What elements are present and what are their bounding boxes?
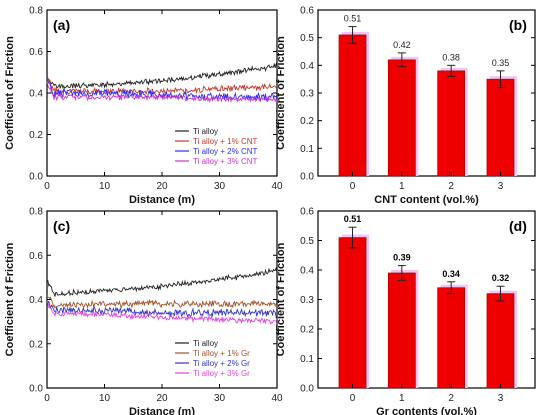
y-axis-label: Coefficient of Friction	[275, 36, 287, 150]
bar	[437, 70, 466, 177]
x-tick-label: 10	[99, 393, 111, 404]
x-tick-label: 2	[448, 181, 454, 192]
series-line-1	[46, 62, 278, 90]
series-line-3	[46, 299, 278, 319]
panel-label: (d)	[509, 218, 527, 234]
data-label: 0.38	[442, 52, 460, 62]
x-tick-label: 0	[44, 181, 50, 192]
series-line-3	[46, 77, 278, 103]
panel-d: 0.0 0.1 0.2 0.3 0.4 0.5 0.6 Coefficient of Fric…	[275, 207, 536, 415]
data-label: 0.35	[492, 58, 510, 68]
legend-label: Ti alloy + 2% CNT	[193, 147, 258, 156]
x-tick-label: 30	[214, 181, 226, 192]
legend-label: Ti alloy	[193, 339, 218, 348]
y-axis-label: Coefficient of Friction	[4, 36, 16, 150]
x-tick-label: 20	[156, 393, 168, 404]
legend-label: Ti alloy + 3% CNT	[193, 157, 258, 166]
data-label: 0.39	[393, 253, 411, 263]
series-line-4	[46, 301, 278, 325]
y-tick-label: 0.0	[29, 172, 43, 183]
data-label: 0.51	[344, 14, 362, 24]
data-label: 0.42	[393, 40, 411, 50]
y-tick-label: 0.5	[300, 236, 314, 247]
x-axis-label: Distance (m)	[129, 194, 195, 206]
x-tick-label: 0	[350, 181, 356, 192]
bar	[338, 34, 367, 177]
x-tick-label: 30	[214, 393, 226, 404]
x-tick-label: 20	[156, 181, 168, 192]
y-tick-label: 0.5	[300, 33, 314, 44]
legend-label: Ti alloy + 2% Gr	[193, 359, 250, 368]
y-tick-label: 0.8	[29, 207, 43, 218]
x-tick-label: 0	[350, 393, 356, 404]
y-axis-label: Coefficient of Friction	[275, 242, 287, 356]
y-tick-label: 0.0	[300, 384, 314, 395]
y-tick-label: 0.0	[300, 172, 314, 183]
y-tick-label: 0.6	[29, 47, 43, 58]
y-tick-label: 0.4	[300, 61, 314, 72]
y-tick-label: 0.3	[300, 89, 314, 100]
bar	[387, 272, 416, 389]
legend-label: Ti alloy + 3% Gr	[193, 369, 250, 378]
x-tick-label: 10	[99, 181, 111, 192]
x-axis-label: Gr contents (vol.%)	[376, 406, 477, 415]
legend-label: Ti alloy + 1% Gr	[193, 349, 250, 358]
x-tick-label: 2	[448, 393, 454, 404]
data-label: 0.34	[442, 269, 460, 279]
y-tick-label: 0.6	[29, 251, 43, 262]
y-tick-label: 0.4	[300, 266, 314, 277]
panel-a: 0.0 0.2 0.4 0.6 0.8 Coefficient of Friction Di…	[4, 6, 283, 207]
y-tick-label: 0.4	[29, 89, 43, 100]
series-line-2	[46, 295, 278, 309]
legend-label: Ti alloy	[193, 127, 218, 136]
series-line-1	[46, 266, 278, 297]
bar	[486, 293, 515, 389]
y-tick-label: 0.3	[300, 295, 314, 306]
y-axis-label: Coefficient of Friction	[4, 242, 16, 356]
x-tick-label: 0	[44, 393, 50, 404]
y-tick-label: 0.1	[300, 144, 314, 155]
panel-label: (c)	[53, 218, 70, 234]
x-tick-label: 1	[399, 181, 405, 192]
y-tick-label: 0.2	[29, 339, 43, 350]
bar	[437, 287, 466, 389]
y-tick-label: 0.0	[29, 384, 43, 395]
y-tick-label: 0.1	[300, 354, 314, 365]
panel-label: (b)	[509, 17, 527, 33]
y-tick-label: 0.6	[300, 207, 314, 218]
x-tick-label: 40	[271, 393, 283, 404]
y-tick-label: 0.2	[300, 116, 314, 127]
bar	[338, 237, 367, 389]
x-tick-label: 1	[399, 393, 405, 404]
panel-c: 0.0 0.2 0.4 0.6 0.8 Coefficient of Friction Di…	[4, 207, 283, 415]
data-label: 0.51	[344, 214, 362, 224]
y-tick-label: 0.2	[29, 130, 43, 141]
x-tick-label: 3	[498, 181, 504, 192]
x-tick-label: 3	[498, 393, 504, 404]
x-tick-label: 40	[271, 181, 283, 192]
legend-label: Ti alloy + 1% CNT	[193, 137, 258, 146]
series-line-2	[46, 76, 278, 96]
y-tick-label: 0.6	[300, 6, 314, 17]
x-axis-label: Distance (m)	[129, 406, 195, 415]
bar	[387, 59, 416, 177]
x-axis-label: CNT content (vol.%)	[374, 194, 479, 206]
bar	[486, 78, 515, 177]
y-tick-label: 0.8	[29, 6, 43, 17]
y-tick-label: 0.4	[29, 295, 43, 306]
series-line-4	[46, 80, 278, 103]
data-label: 0.32	[492, 273, 510, 283]
panel-b: 0.0 0.1 0.2 0.3 0.4 0.5 0.6 Coefficient of Fric…	[275, 6, 536, 206]
panel-label: (a)	[53, 17, 70, 33]
y-tick-label: 0.2	[300, 325, 314, 336]
